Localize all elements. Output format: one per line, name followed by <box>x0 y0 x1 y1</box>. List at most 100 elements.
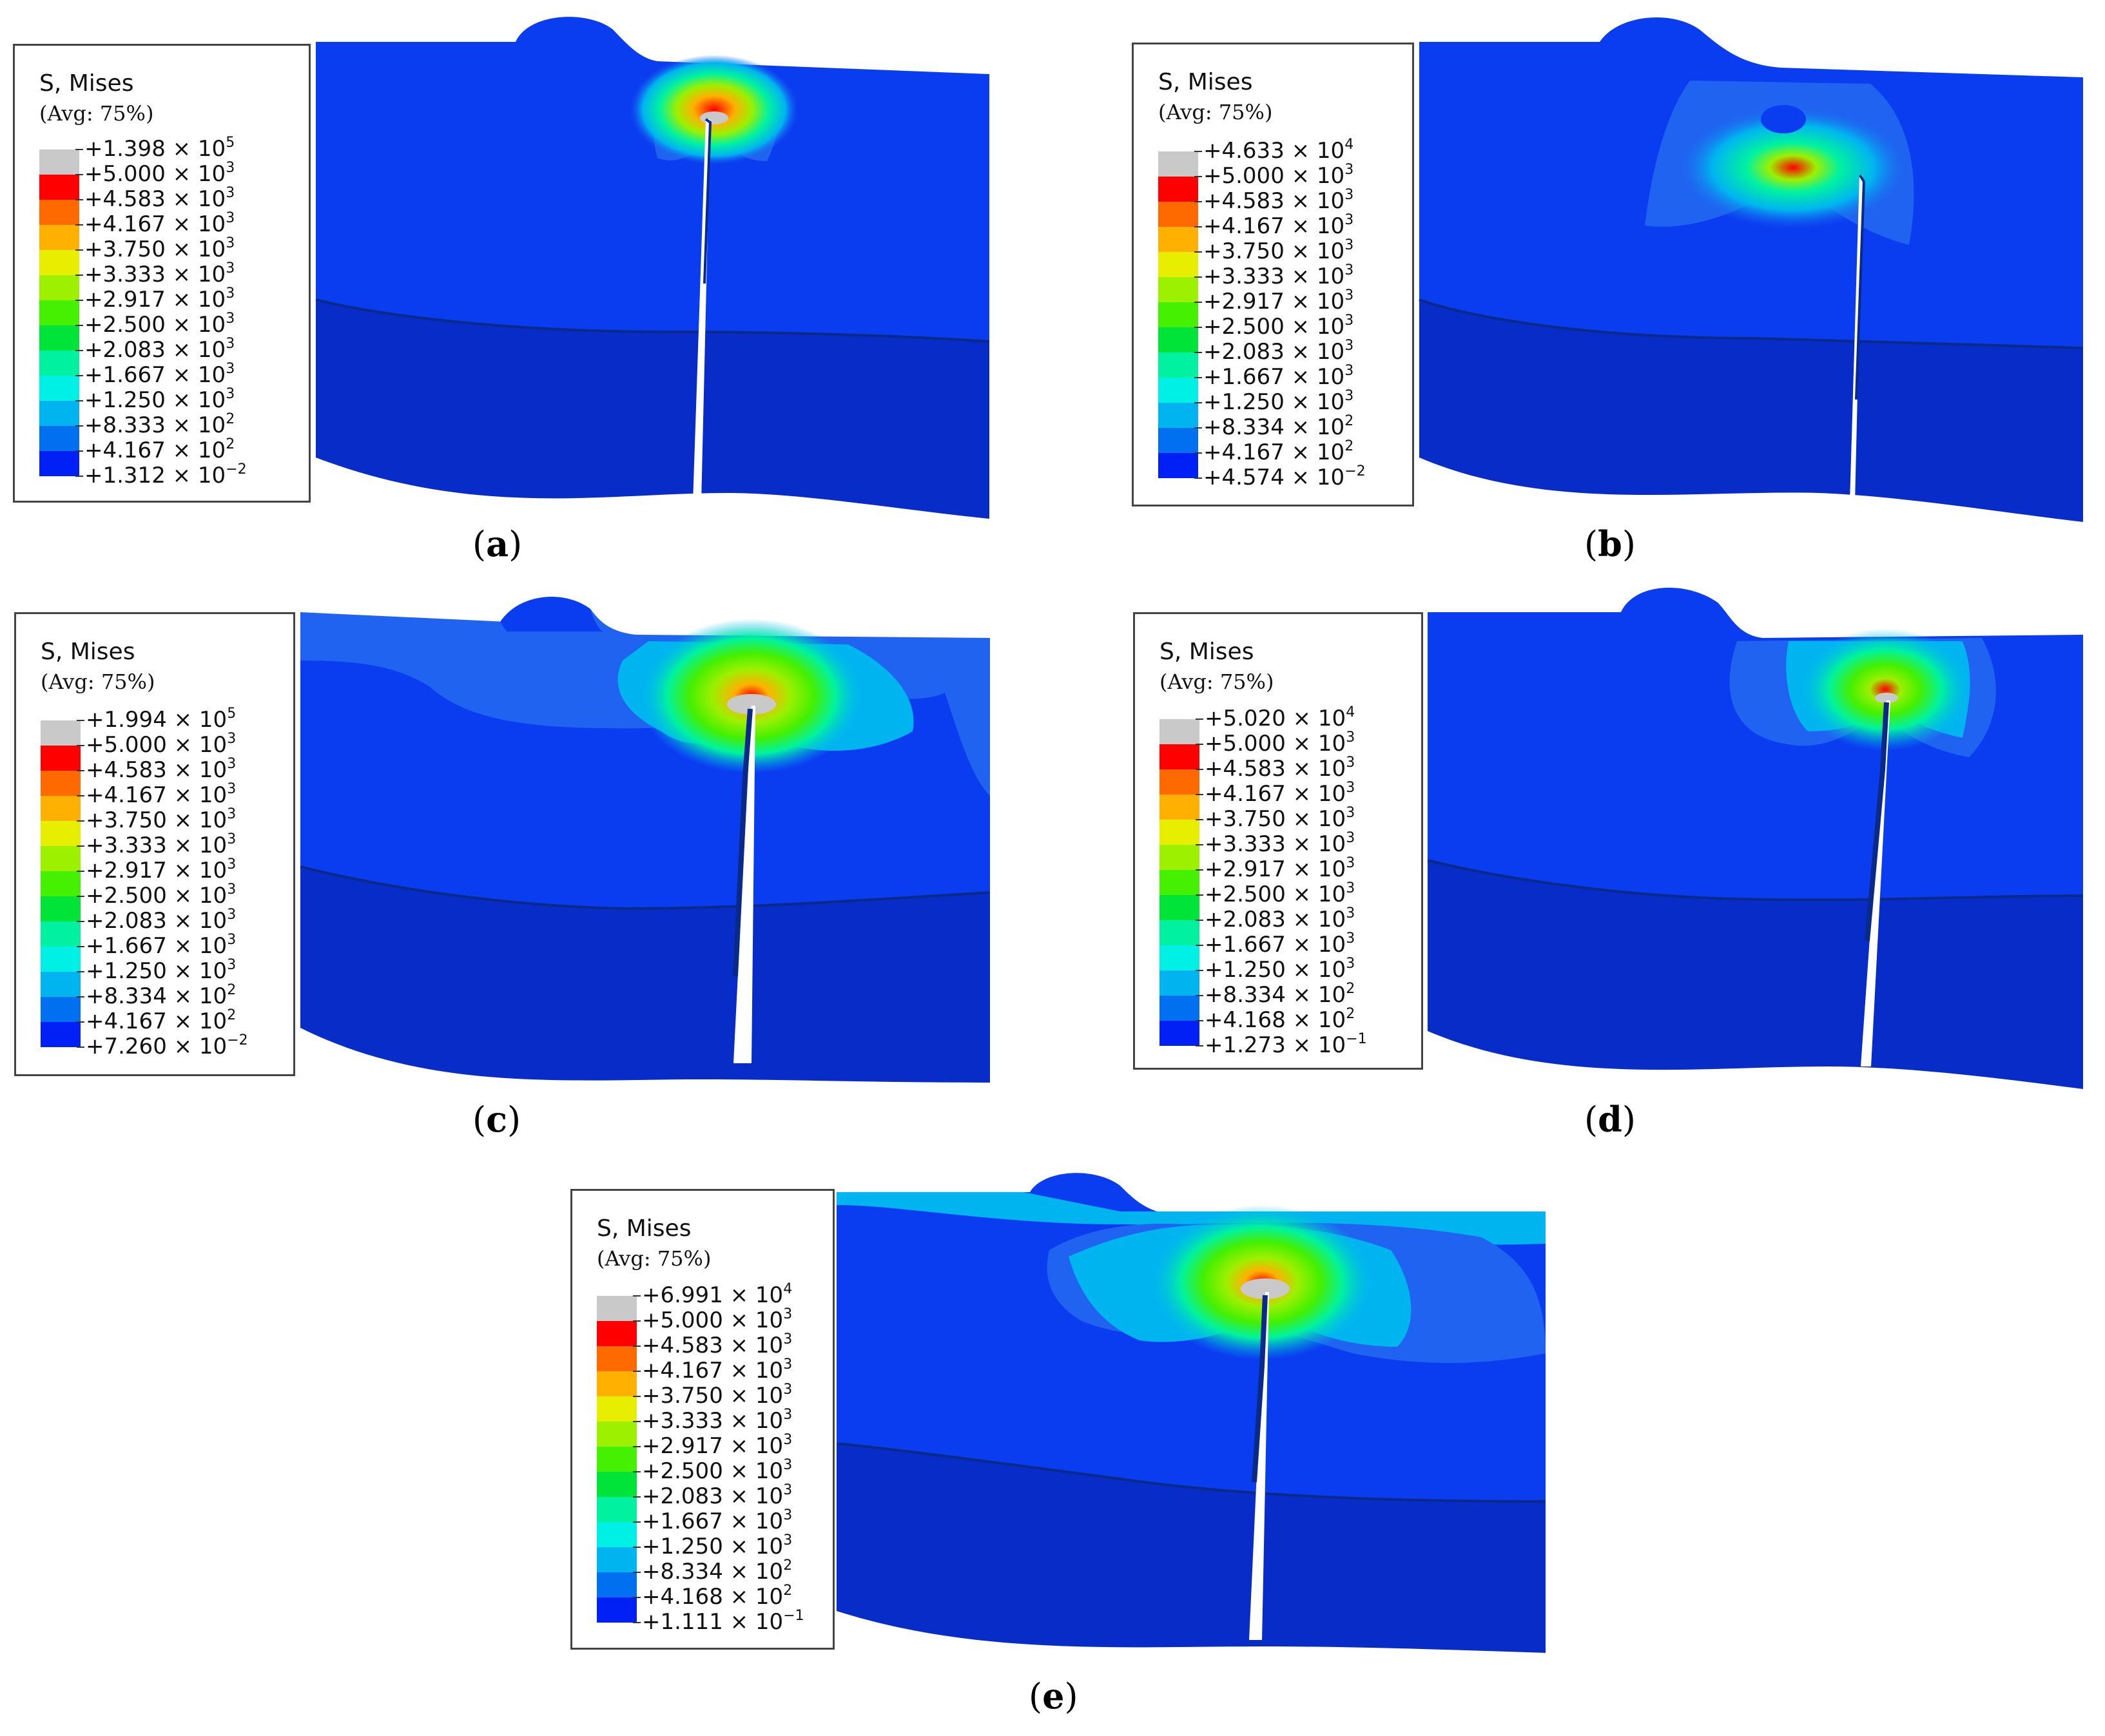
legend-value: +1.667 × 103 <box>1194 363 1366 390</box>
legend-value: +2.917 × 103 <box>1196 856 1367 882</box>
legend-labels: +4.633 × 104 +5.000 × 103 +4.583 × 103 +4.1… <box>1194 137 1366 490</box>
legend-swatch <box>1158 302 1198 327</box>
legend-value: +5.000 × 103 <box>1196 730 1367 757</box>
legend-value: +1.273 × 10−1 <box>1196 1032 1367 1058</box>
legend-swatch <box>1158 327 1198 352</box>
legend-colorbar <box>1158 151 1198 478</box>
legend-swatch <box>39 351 79 376</box>
legend-value: +2.500 × 103 <box>633 1458 804 1484</box>
legend-value: +4.167 × 103 <box>1194 213 1366 239</box>
legend-value: +3.333 × 103 <box>633 1407 804 1434</box>
stress-contour-plot-c <box>300 597 991 1083</box>
legend-title: S, Mises <box>1159 639 1254 665</box>
caption-c: (c) <box>472 1099 521 1140</box>
caption-b: (b) <box>1584 523 1636 564</box>
legend-c: S, Mises (Avg: 75%) +1.994 × 105 +5.000 ×… <box>14 612 295 1076</box>
legend-value: +1.250 × 103 <box>633 1533 804 1559</box>
legend-value: +4.574 × 10−2 <box>1194 464 1366 490</box>
legend-swatch <box>41 871 81 896</box>
legend-value: +5.000 × 103 <box>1194 162 1366 189</box>
legend-swatch <box>1159 795 1199 820</box>
legend-value: +4.583 × 103 <box>77 757 248 783</box>
legend-swatch <box>1158 177 1198 202</box>
legend-swatch <box>41 997 81 1022</box>
legend-swatch <box>39 225 79 250</box>
legend-swatch <box>39 325 79 351</box>
legend-value: +4.167 × 103 <box>1196 780 1367 807</box>
legend-value: +2.083 × 103 <box>1194 338 1366 365</box>
legend-swatch <box>39 401 79 426</box>
legend-value: +6.991 × 104 <box>633 1282 804 1308</box>
legend-swatch <box>597 1321 637 1346</box>
bottom-plate-a <box>316 300 989 519</box>
legend-swatch <box>1158 202 1198 227</box>
stress-contour-plot-d <box>1427 588 2084 1089</box>
legend-value: +3.333 × 103 <box>1194 263 1366 289</box>
legend-value: +2.500 × 103 <box>1196 881 1367 907</box>
caption-a: (a) <box>472 523 523 564</box>
legend-value: +2.917 × 103 <box>75 286 247 313</box>
legend-value: +4.167 × 103 <box>633 1357 804 1384</box>
caption-d: (d) <box>1584 1099 1636 1140</box>
legend-value: +4.583 × 103 <box>1194 188 1366 214</box>
stress-contour-plot-a <box>315 17 990 519</box>
legend-value: +4.583 × 103 <box>1196 755 1367 782</box>
legend-value: +5.000 × 103 <box>633 1307 804 1333</box>
legend-swatch <box>1158 227 1198 252</box>
legend-d: S, Mises (Avg: 75%) +5.020 × 104 +5.000 ×… <box>1133 612 1423 1070</box>
legend-swatch <box>1158 352 1198 378</box>
legend-swatch <box>597 1472 637 1497</box>
caption-e: (e) <box>1029 1675 1078 1717</box>
legend-swatch <box>39 200 79 225</box>
legend-value: +1.667 × 103 <box>75 362 247 388</box>
legend-value: +5.000 × 103 <box>75 160 247 187</box>
legend-swatch <box>1159 996 1199 1021</box>
legend-value: +3.750 × 103 <box>1194 238 1366 264</box>
legend-swatch <box>597 1497 637 1522</box>
legend-value: +8.334 × 102 <box>1196 981 1367 1008</box>
legend-value: +4.583 × 103 <box>75 186 247 212</box>
legend-swatch <box>41 821 81 846</box>
legend-value: +4.583 × 103 <box>633 1332 804 1358</box>
legend-swatch <box>1158 428 1198 453</box>
legend-value: +3.750 × 103 <box>75 236 247 262</box>
legend-title: S, Mises <box>41 639 135 665</box>
legend-value: +4.167 × 103 <box>75 211 247 237</box>
legend-value: +2.917 × 103 <box>77 857 248 883</box>
legend-avg: (Avg: 75%) <box>39 101 154 126</box>
legend-swatch <box>1159 870 1199 895</box>
legend-swatch <box>39 149 79 175</box>
legend-value: +3.333 × 103 <box>1196 831 1367 857</box>
legend-swatch <box>1159 945 1199 970</box>
legend-value: +4.167 × 103 <box>77 782 248 808</box>
legend-swatch <box>597 1296 637 1321</box>
legend-swatch <box>1159 719 1199 744</box>
legend-value: +4.633 × 104 <box>1194 137 1366 164</box>
legend-value: +1.667 × 103 <box>77 932 248 959</box>
legend-value: +1.111 × 10−1 <box>633 1608 804 1635</box>
legend-value: +2.917 × 103 <box>1194 288 1366 314</box>
legend-value: +5.020 × 104 <box>1196 705 1367 731</box>
legend-swatch <box>1159 895 1199 920</box>
crack-e <box>1249 1292 1269 1640</box>
top-plate-a <box>316 17 989 342</box>
legend-swatch <box>39 376 79 401</box>
legend-value: +1.667 × 103 <box>1196 931 1367 958</box>
legend-labels: +5.020 × 104 +5.000 × 103 +4.583 × 103 +4.1… <box>1196 705 1367 1058</box>
legend-swatch <box>597 1547 637 1572</box>
legend-swatch <box>39 426 79 451</box>
legend-value: +8.334 × 102 <box>1194 414 1366 440</box>
legend-value: +8.334 × 102 <box>633 1558 804 1585</box>
legend-swatch <box>1158 277 1198 302</box>
legend-swatch <box>1159 1021 1199 1046</box>
legend-swatch <box>597 1422 637 1447</box>
legend-b: S, Mises (Avg: 75%) +4.633 × 104 +5.000 ×… <box>1132 43 1414 506</box>
legend-e: S, Mises (Avg: 75%) +6.991 × 104 +5.000 ×… <box>570 1189 835 1650</box>
legend-value: +1.250 × 103 <box>1194 389 1366 415</box>
legend-swatch <box>1159 920 1199 945</box>
legend-avg: (Avg: 75%) <box>1159 670 1274 694</box>
legend-swatch <box>1158 252 1198 277</box>
legend-value: +1.250 × 103 <box>77 958 248 984</box>
legend-colorbar <box>39 149 79 476</box>
legend-labels: +1.994 × 105 +5.000 × 103 +4.583 × 103 +4.1… <box>77 706 248 1059</box>
